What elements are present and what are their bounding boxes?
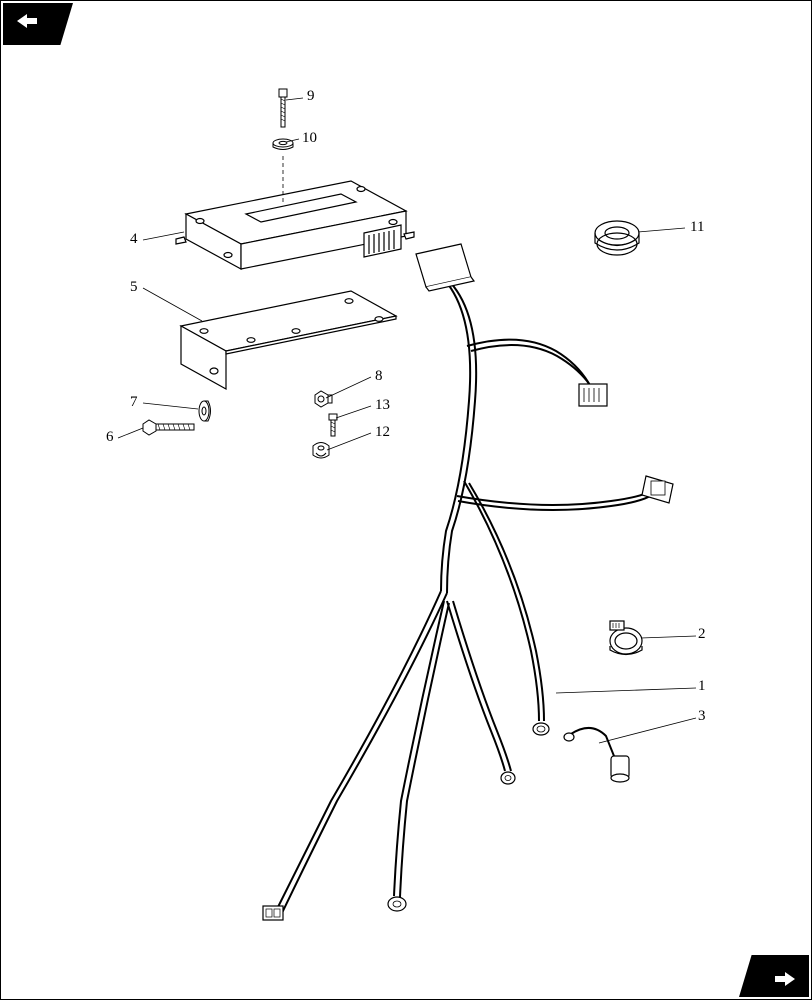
control-module xyxy=(176,181,414,269)
nut-8 xyxy=(315,391,332,407)
callout-5: 5 xyxy=(130,279,138,296)
callout-10: 10 xyxy=(302,130,317,147)
callout-9: 9 xyxy=(307,88,315,105)
hose-clamp xyxy=(610,621,642,655)
callout-12: 12 xyxy=(375,424,390,441)
callout-4: 4 xyxy=(130,231,138,248)
connector-extension xyxy=(564,728,629,782)
washer-7 xyxy=(199,401,211,421)
callout-8: 8 xyxy=(375,368,383,385)
callout-3: 3 xyxy=(698,708,706,725)
callout-13: 13 xyxy=(375,397,390,414)
parts-diagram xyxy=(1,1,812,1001)
mounting-bracket xyxy=(181,291,396,389)
callout-1: 1 xyxy=(698,678,706,695)
callout-11: 11 xyxy=(690,219,704,236)
callout-7: 7 xyxy=(130,394,138,411)
grommet-11 xyxy=(595,221,639,255)
screw-13 xyxy=(329,414,337,436)
wire-harness xyxy=(263,244,673,920)
callout-6: 6 xyxy=(106,429,114,446)
washer-10 xyxy=(273,139,293,150)
clip-12 xyxy=(313,443,329,459)
bolt-6 xyxy=(143,420,194,435)
screw-9 xyxy=(279,89,287,127)
callout-2: 2 xyxy=(698,626,706,643)
